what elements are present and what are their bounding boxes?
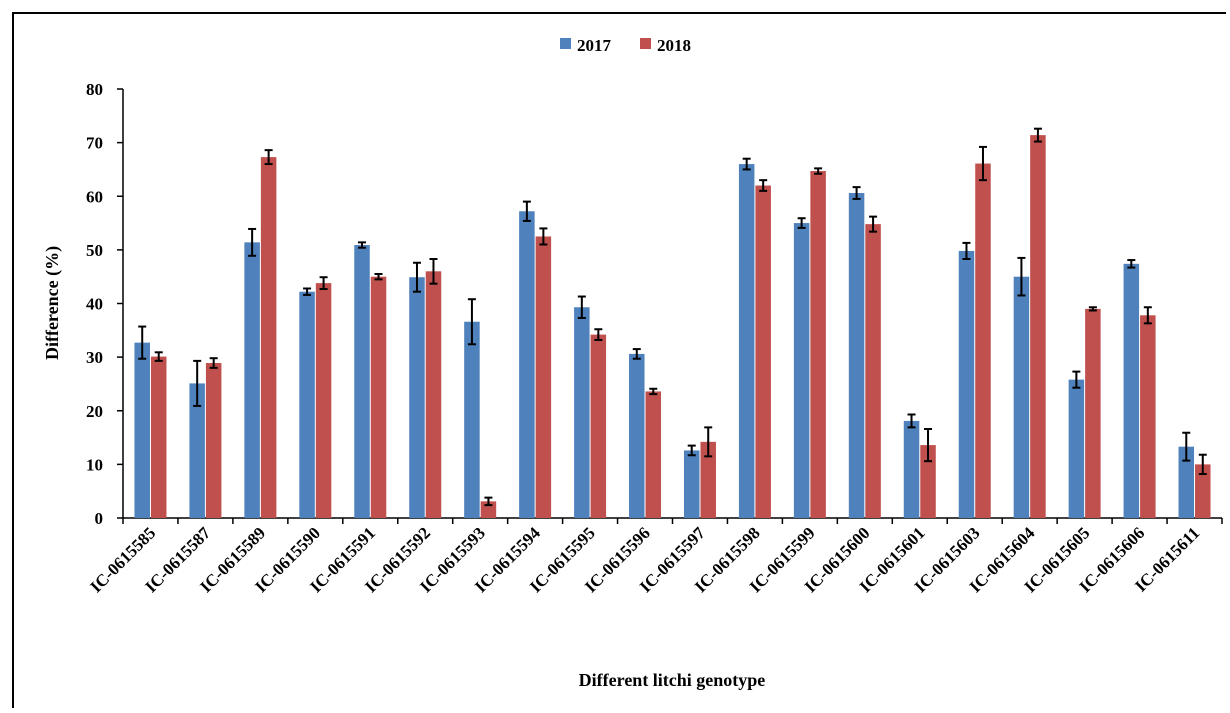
bar-2017-IC-0615597 (683, 450, 700, 518)
bar-2018-IC-0615598 (755, 185, 771, 518)
bar-2018-IC-0615595 (590, 334, 607, 518)
chart-frame (12, 12, 1226, 708)
x-axis-label: Different litchi genotype (579, 670, 766, 690)
y-tick-label: 20 (86, 402, 103, 421)
y-axis-label: Difference (%) (42, 246, 63, 360)
error-bars (138, 127, 1207, 507)
bar-2017-IC-0615601 (903, 420, 920, 518)
bar-2018-IC-0615594 (535, 236, 552, 518)
bar-2018-IC-0615591 (370, 276, 387, 518)
bar-2017-IC-0615594 (519, 211, 535, 518)
bar-2017-IC-0615604 (1013, 276, 1030, 518)
y-tick-label: 10 (86, 455, 103, 474)
bar-2017-IC-0615589 (244, 242, 260, 518)
bar-2018-IC-0615611 (1195, 464, 1211, 518)
y-tick-label: 30 (86, 348, 103, 367)
y-tick-label: 70 (86, 134, 103, 153)
bar-2017-IC-0615600 (848, 193, 865, 518)
bar-2018-IC-0615587 (205, 363, 222, 518)
bar-2017-IC-0615590 (299, 291, 315, 518)
bar-2018-IC-0615599 (810, 171, 826, 518)
x-tick-labels: IC-0615585IC-0615587IC-0615589IC-0615590… (86, 523, 1203, 596)
bar-2017-IC-0615598 (738, 164, 755, 518)
y-tick-labels: 0 10 20 30 40 50 60 70 80 (86, 80, 103, 528)
bar-2017-IC-0615585 (134, 342, 150, 518)
bar-2018-IC-0615600 (865, 224, 881, 518)
bar-2017-IC-0615599 (793, 223, 810, 518)
bar-2017-IC-0615611 (1178, 446, 1195, 518)
bar-2017-IC-0615596 (629, 353, 645, 518)
bar-2018-IC-0615597 (700, 441, 716, 518)
bar-2018-IC-0615590 (315, 283, 332, 518)
y-tick-label: 60 (86, 187, 103, 206)
legend-label-2018: 2018 (657, 36, 691, 55)
bar-2018-IC-0615585 (150, 356, 167, 518)
legend-swatch-2017 (560, 38, 571, 49)
y-tick-label: 50 (86, 241, 103, 260)
bar-2018-IC-0615604 (1030, 135, 1046, 518)
bar-2018-IC-0615596 (645, 391, 662, 518)
bar-2017-IC-0615592 (409, 277, 425, 518)
legend-label-2017: 2017 (577, 36, 612, 55)
bar-2017-IC-0615603 (958, 250, 975, 518)
y-tick-label: 40 (86, 295, 103, 314)
legend: 2017 2018 (560, 36, 691, 55)
bar-2017-IC-0615605 (1068, 379, 1085, 518)
bar-2018-IC-0615606 (1140, 315, 1156, 518)
bar-2017-IC-0615593 (464, 321, 480, 518)
bar-2018-IC-0615589 (260, 157, 277, 518)
y-tick-label: 0 (95, 509, 104, 528)
bar-2018-IC-0615605 (1085, 308, 1101, 518)
bars (134, 135, 1211, 518)
bar-2017-IC-0615606 (1123, 263, 1140, 518)
axes (117, 88, 1223, 524)
bar-2018-IC-0615592 (425, 271, 442, 518)
bar-2017-IC-0615595 (574, 307, 590, 518)
legend-swatch-2018 (640, 38, 651, 49)
bar-2017-IC-0615587 (189, 383, 205, 518)
y-tick-label: 80 (86, 80, 103, 99)
bar-2018-IC-0615603 (975, 163, 991, 518)
bar-2017-IC-0615591 (354, 245, 370, 518)
bar-2018-IC-0615601 (920, 445, 936, 518)
